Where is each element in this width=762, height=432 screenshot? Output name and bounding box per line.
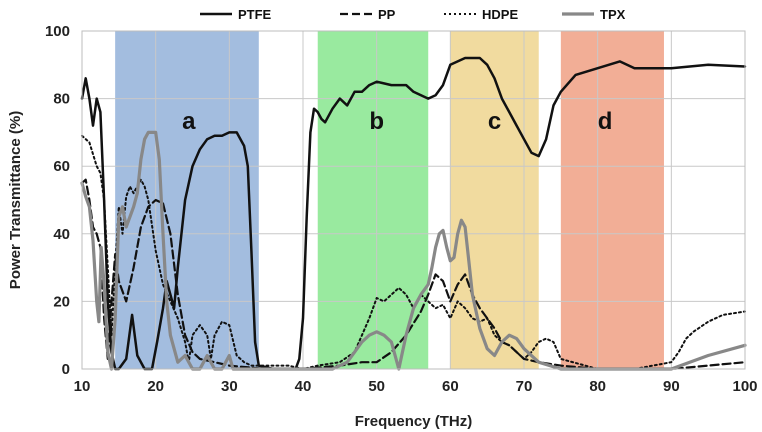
region-labels: a b c d <box>182 108 612 135</box>
x-tick-labels: 10 20 30 40 50 60 70 80 90 100 <box>74 378 758 395</box>
y-axis-label: Power Transmittance (%) <box>7 111 24 289</box>
x-axis-label: Frequency (THz) <box>355 413 473 430</box>
y-tick-label: 40 <box>53 226 70 243</box>
series-line-ptfe <box>80 56 747 371</box>
x-tick-label: 90 <box>663 378 680 395</box>
y-tick-label: 100 <box>45 23 70 40</box>
x-tick-label: 60 <box>442 378 459 395</box>
y-tick-label: 0 <box>62 361 70 378</box>
region-label-c: c <box>488 108 501 135</box>
region-label-a: a <box>182 108 196 135</box>
x-tick-label: 30 <box>221 378 238 395</box>
x-tick-label: 70 <box>516 378 533 395</box>
region-label-b: b <box>369 108 384 135</box>
x-tick-label: 20 <box>147 378 164 395</box>
highlight-regions <box>115 31 664 369</box>
series-line-hdpe <box>81 134 746 370</box>
legend-label-pp: PP <box>378 7 396 22</box>
y-tick-label: 80 <box>53 91 70 108</box>
x-tick-label: 100 <box>732 378 757 395</box>
legend: PTFE PP HDPE TPX <box>200 7 626 22</box>
y-tick-label: 20 <box>53 293 70 310</box>
x-tick-label: 10 <box>74 378 91 395</box>
region-d <box>560 31 664 369</box>
legend-label-hdpe: HDPE <box>482 7 518 22</box>
legend-label-tpx: TPX <box>600 7 626 22</box>
y-tick-label: 60 <box>53 158 70 175</box>
x-tick-label: 40 <box>295 378 312 395</box>
region-a <box>115 31 259 369</box>
region-label-d: d <box>598 108 613 135</box>
plot-frame <box>81 30 746 370</box>
legend-label-ptfe: PTFE <box>238 7 272 22</box>
series-line-pp <box>80 178 747 371</box>
x-tick-label: 80 <box>589 378 606 395</box>
x-tick-label: 50 <box>368 378 385 395</box>
y-tick-labels: 0 20 40 60 80 100 <box>45 23 70 378</box>
